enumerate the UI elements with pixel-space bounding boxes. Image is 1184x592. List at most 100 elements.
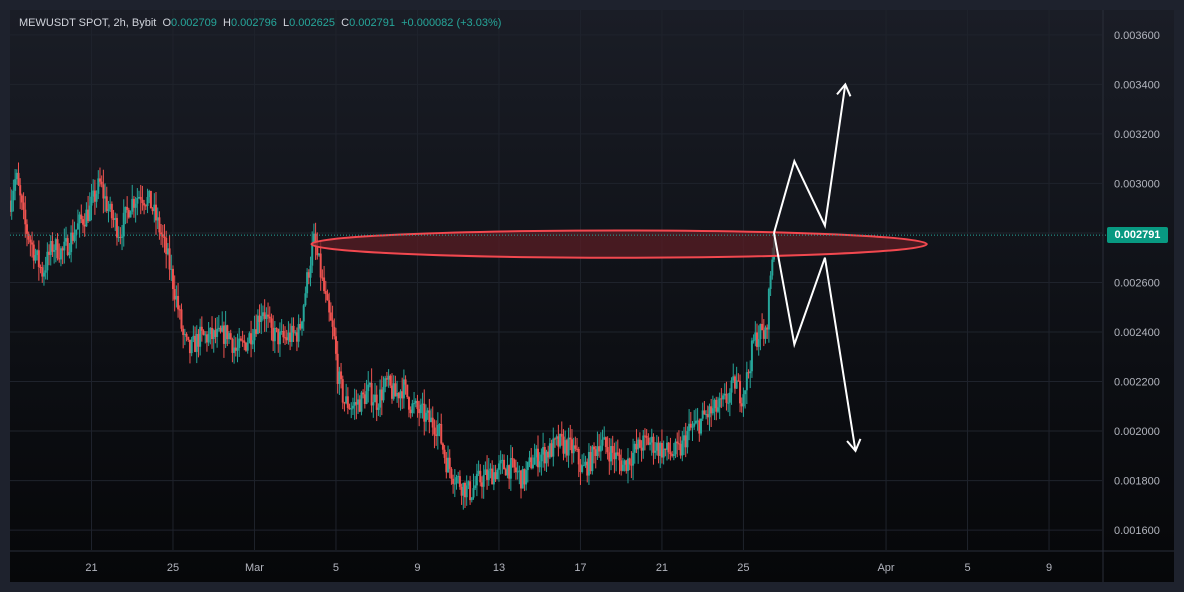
candle-body [275,327,278,329]
candle-body [416,400,419,409]
candle-body [217,327,220,329]
price-chart-svg[interactable]: 0.003600 0.003400 0.003200 0.003000 0.002600… [10,10,1174,582]
candle-body [375,394,378,410]
candle-body [533,457,536,465]
candle-body [289,332,292,342]
candle-body [121,236,124,238]
candle-body [728,392,731,403]
candle-body [222,325,225,344]
candle-body [739,380,742,404]
candle-body [351,405,354,409]
candle-body [677,443,680,445]
candle-body [324,290,327,295]
candle-body [694,420,697,424]
candle-body [146,197,149,206]
symbol-legend: MEWUSDT SPOT, 2h, Bybit O0.002709 H0.002… [19,17,501,29]
candle-body [596,446,599,456]
candle-body [219,327,222,332]
candle-body [547,451,550,458]
candle-body [294,332,297,334]
candle-body [299,323,302,329]
candle-body [406,384,409,398]
candle-body [660,442,663,458]
candle-body [484,469,487,475]
candle-body [295,332,298,342]
resistance-zone-ellipse [310,229,928,259]
candle-body [41,267,44,277]
candle-body [516,471,519,473]
candle-body [540,454,543,462]
candle-body [317,253,320,256]
candle-body [475,473,478,486]
candle-body [372,402,375,406]
candle-body [256,315,259,334]
candle-body [122,212,125,237]
candle-body [277,328,280,345]
time-tick-label: 9 [1046,562,1052,574]
candle-body [637,439,640,450]
candle-body [387,375,390,380]
candle-body [333,326,336,337]
candle-body [474,485,477,489]
candle-body [509,458,512,479]
projection-arrows[interactable] [773,82,862,453]
candle-body [603,437,606,440]
candle-body [681,440,684,456]
candle-body [14,179,17,191]
price-tick-label: 0.001600 [1114,525,1160,537]
price-axis[interactable]: 0.003600 0.003400 0.003200 0.003000 0.002600… [1102,10,1160,582]
candle-body [535,448,538,458]
candle-body [345,396,348,404]
candle-body [370,382,373,406]
candle-body [438,424,441,426]
candle-body [671,454,674,456]
candle-body [234,347,237,351]
time-tick-label: 25 [737,562,749,574]
candle-body [314,233,317,247]
candle-body [559,433,562,447]
candle-body [156,217,159,221]
candle-body [250,333,253,345]
resistance-zone[interactable] [310,229,928,259]
candle-body [284,337,287,339]
candle-body [413,403,416,405]
candle-body [586,461,589,476]
candle-body [272,327,275,342]
candle-body [696,420,699,422]
candle-body [48,251,51,255]
candle-body [708,406,711,418]
candle-body [282,331,285,338]
candle-body [531,464,534,469]
candle-body [606,446,609,453]
candle-body [464,482,466,498]
price-tick-label: 0.002600 [1114,277,1160,289]
candle-body [767,288,770,330]
candle-body [557,436,560,447]
candle-body [261,312,264,317]
candle-body [29,239,32,243]
candle-body [711,408,714,414]
candle-body [511,458,514,460]
candle-body [436,425,439,436]
candle-body [374,394,377,403]
candle-body [149,190,152,209]
candle-body [37,250,40,267]
candle-body [190,339,193,354]
candle-body [752,340,755,342]
chart-area[interactable]: 0.003600 0.003400 0.003200 0.003000 0.002600… [10,10,1174,582]
candle-body [620,460,623,471]
candle-body [306,272,309,294]
candle-body [362,392,365,395]
candle-body [188,339,191,354]
candle-body [701,410,704,419]
time-tick-label: 21 [656,562,668,574]
time-axis[interactable]: 21 25 Mar 5 9 13 17 21 25 Apr 5 9 [10,550,1174,574]
candle-body [175,295,178,300]
candle-body [647,437,650,445]
candle-body [538,461,541,468]
candle-body [543,447,546,464]
candle-body [598,446,601,452]
candle-body [258,315,261,322]
candle-body [365,391,368,404]
